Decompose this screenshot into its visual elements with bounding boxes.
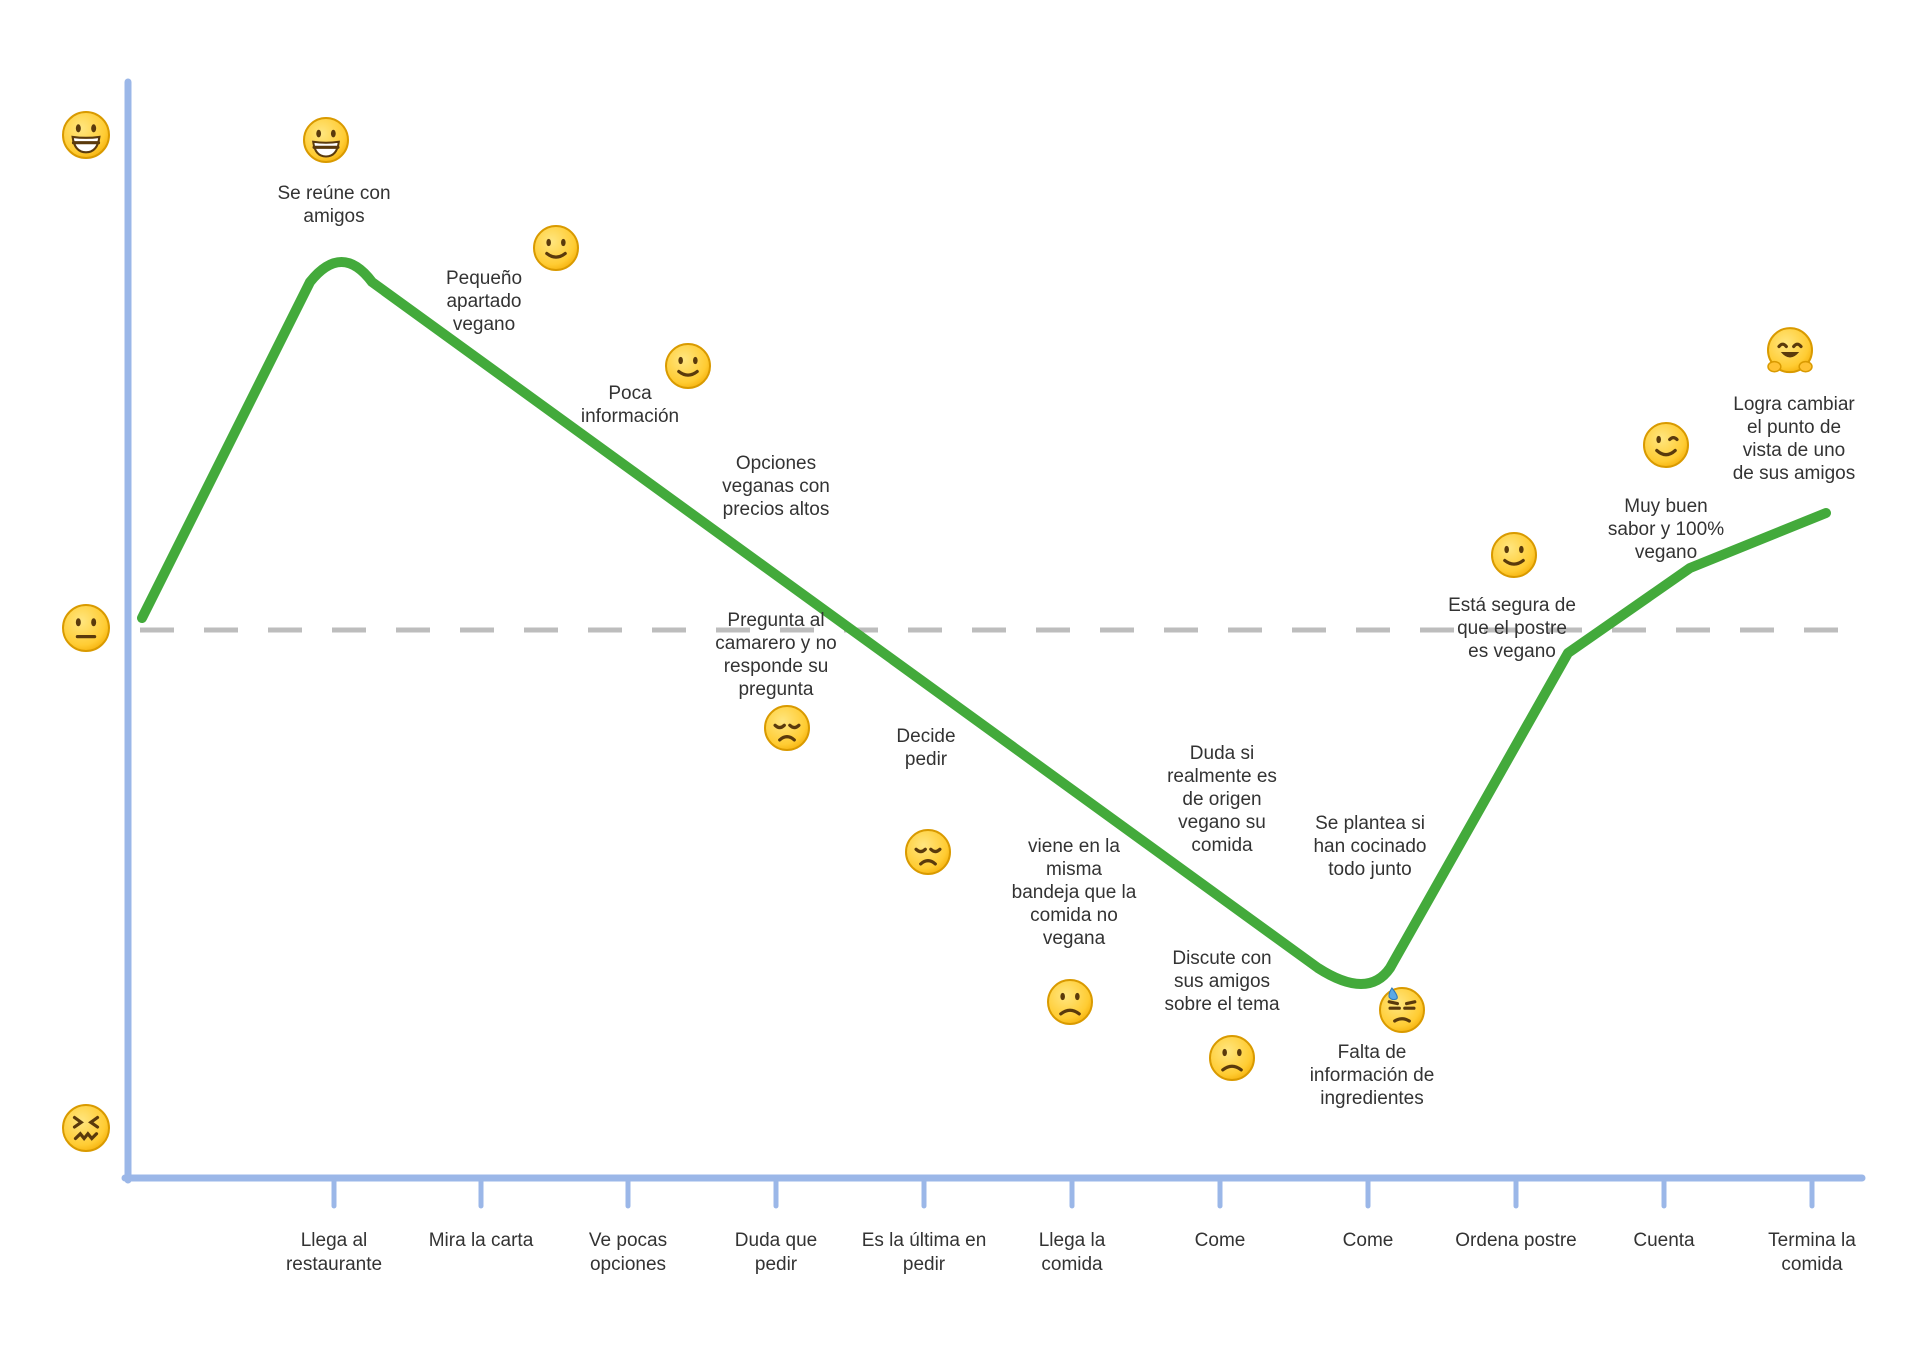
moment-text: Logra cambiar el punto de vista de uno de s… — [1733, 394, 1856, 484]
axes — [121, 78, 1866, 1184]
experience-curve — [137, 257, 1831, 989]
downcast-face-with-sweat-icon — [1379, 987, 1425, 1033]
journey-moment: Poca información — [581, 343, 711, 427]
moment-text: Falta de información de ingredientes — [1310, 1042, 1435, 1109]
moment-text: Pregunta al camarero y no responde su pregu… — [715, 610, 836, 700]
journey-moment: Se reúne con amigos — [277, 117, 391, 227]
stage-label: Come — [1195, 1230, 1246, 1251]
journey-moment: Decide pedir — [896, 726, 956, 875]
moment-text: Muy buen sabor y 100% vegano — [1608, 496, 1724, 563]
stage-label: Termina la comida — [1768, 1230, 1856, 1275]
grinning-face-icon — [303, 117, 349, 163]
journey-moment: Pequeño apartado vegano — [446, 225, 579, 335]
stage-label: Mira la carta — [429, 1230, 534, 1251]
moment-text: Decide pedir — [896, 726, 955, 770]
stage-ticks — [331, 1177, 1815, 1209]
journey-moment: viene en la misma bandeja que la comida no v… — [1012, 836, 1137, 1025]
moment-text: Está segura de que el postre es vegano — [1448, 595, 1576, 662]
journey-moment: Duda si realmente es de origen vegano su com… — [1167, 743, 1277, 856]
journey-moments: Se reúne con amigos Pequeño apartado vegano P… — [277, 117, 1856, 1109]
stage-labels: Llega al restaurante Mira la carta Ve pocas… — [286, 1230, 1856, 1275]
moment-text: Se plantea si han cocinado todo junto — [1313, 813, 1426, 880]
slightly-smiling-face-icon — [665, 343, 711, 389]
stage-label: Llega la comida — [1039, 1230, 1106, 1275]
moment-text: Poca información — [581, 383, 679, 427]
disappointed-face-icon — [905, 829, 951, 875]
moment-text: Pequeño apartado vegano — [446, 268, 522, 335]
confounded-face-icon — [62, 1104, 110, 1152]
moment-text: Se reúne con amigos — [277, 183, 390, 227]
stage-label: Come — [1343, 1230, 1394, 1251]
frowning-face-icon — [1047, 979, 1093, 1025]
stage-label: Es la última en pedir — [862, 1230, 987, 1275]
slightly-smiling-face-icon — [533, 225, 579, 271]
journey-moment: Discute con sus amigos sobre el tema — [1164, 948, 1280, 1081]
moment-text: Discute con sus amigos sobre el tema — [1164, 948, 1280, 1015]
emotion-scale — [62, 111, 110, 1152]
journey-moment: Se plantea si han cocinado todo junto — [1313, 813, 1426, 880]
journey-moment: Opciones veganas con precios altos — [722, 453, 830, 520]
scale-neutral — [62, 604, 110, 652]
slightly-smiling-face-icon — [1491, 532, 1537, 578]
scale-happy — [62, 111, 110, 159]
stage-label: Ve pocas opciones — [589, 1230, 667, 1275]
neutral-face-icon — [62, 604, 110, 652]
hugging-face-icon — [1767, 327, 1813, 374]
journey-moment: Muy buen sabor y 100% vegano — [1608, 422, 1724, 563]
stage-label: Ordena postre — [1455, 1230, 1576, 1251]
scale-bad — [62, 1104, 110, 1152]
moment-text: Opciones veganas con precios altos — [722, 453, 830, 520]
frowning-face-icon — [1209, 1035, 1255, 1081]
stage-label: Llega al restaurante — [286, 1230, 382, 1275]
winking-face-icon — [1643, 422, 1689, 468]
journey-moment: Logra cambiar el punto de vista de uno de s… — [1733, 327, 1856, 484]
journey-moment: Está segura de que el postre es vegano — [1448, 532, 1576, 662]
disappointed-face-icon — [764, 705, 810, 751]
stage-label: Cuenta — [1633, 1230, 1695, 1251]
journey-moment: Falta de información de ingredientes — [1310, 987, 1435, 1109]
moment-text: Duda si realmente es de origen vegano su com… — [1167, 743, 1277, 856]
moment-text: viene en la misma bandeja que la comida no v… — [1012, 836, 1137, 949]
stage-label: Duda que pedir — [735, 1230, 817, 1275]
journey-moment: Pregunta al camarero y no responde su pregu… — [715, 610, 837, 751]
grinning-face-icon — [62, 111, 110, 159]
